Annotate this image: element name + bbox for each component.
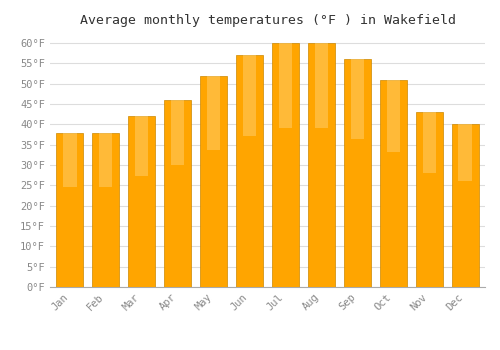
Bar (380, 80, 407, 287)
Bar (128, 116, 155, 287)
Bar (236, 55, 263, 287)
Bar (56, 133, 84, 287)
Bar (200, 76, 227, 287)
Bar (386, 80, 400, 152)
Bar (314, 43, 328, 128)
Bar (171, 100, 184, 166)
Bar (308, 43, 335, 287)
Bar (452, 124, 478, 287)
Bar (272, 43, 299, 287)
Bar (458, 124, 472, 181)
Bar (350, 60, 364, 139)
Bar (422, 112, 436, 173)
Bar (63, 133, 76, 187)
Bar (92, 133, 119, 287)
Bar (416, 112, 443, 287)
Bar (243, 55, 256, 136)
Bar (344, 60, 371, 287)
Bar (207, 76, 220, 149)
Title: Average monthly temperatures (°F ) in Wakefield: Average monthly temperatures (°F ) in Wa… (80, 14, 456, 27)
Bar (164, 100, 191, 287)
Bar (135, 116, 148, 176)
Bar (278, 43, 292, 128)
Bar (99, 133, 112, 187)
